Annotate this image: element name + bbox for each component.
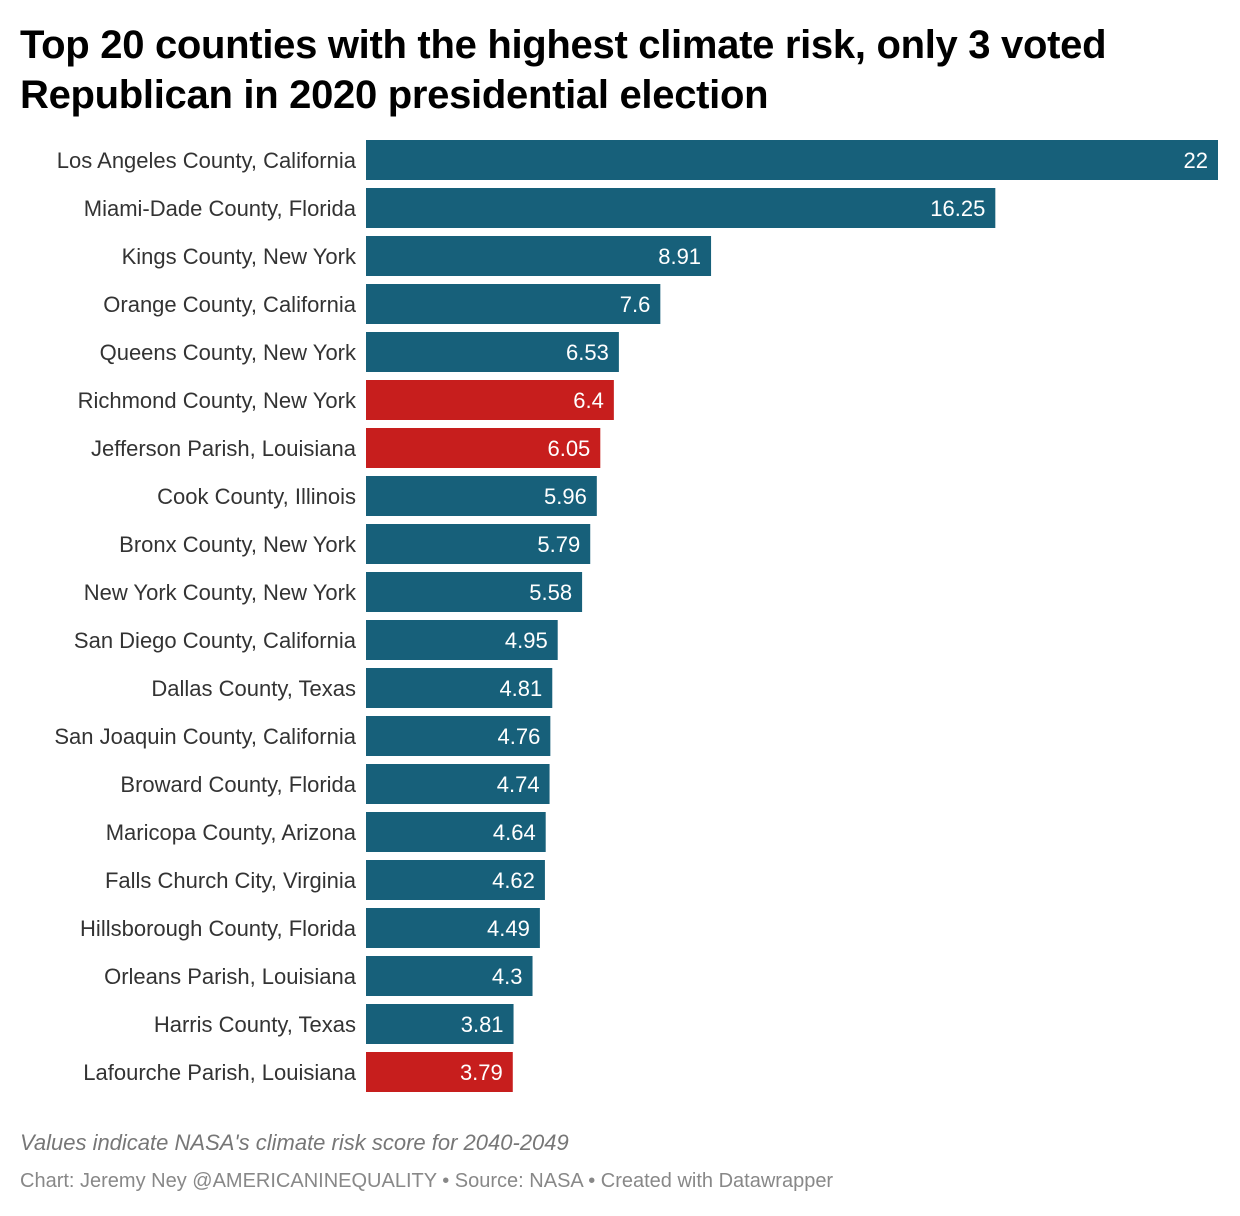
category-label: San Diego County, California xyxy=(74,628,357,653)
bar xyxy=(366,620,558,660)
bar xyxy=(366,188,996,228)
value-label: 4.3 xyxy=(492,964,523,989)
category-label: New York County, New York xyxy=(84,580,357,605)
value-label: 22 xyxy=(1184,148,1208,173)
category-label: Kings County, New York xyxy=(122,244,357,269)
value-label: 4.81 xyxy=(499,676,542,701)
category-label: Maricopa County, Arizona xyxy=(106,820,357,845)
category-label: Orange County, California xyxy=(103,292,356,317)
category-label: Hillsborough County, Florida xyxy=(80,916,357,941)
value-label: 3.81 xyxy=(461,1012,504,1037)
category-label: Jefferson Parish, Louisiana xyxy=(91,436,357,461)
bar xyxy=(366,716,551,756)
bar xyxy=(366,380,614,420)
value-label: 5.79 xyxy=(537,532,580,557)
bar xyxy=(366,428,601,468)
value-label: 4.62 xyxy=(492,868,535,893)
bar xyxy=(366,812,546,852)
bar xyxy=(366,908,540,948)
value-label: 7.6 xyxy=(620,292,651,317)
value-label: 4.49 xyxy=(487,916,530,941)
category-label: Cook County, Illinois xyxy=(157,484,356,509)
bar xyxy=(366,284,661,324)
chart-footer: Chart: Jeremy Ney @AMERICANINEQUALITY • … xyxy=(20,1170,834,1192)
category-label: Falls Church City, Virginia xyxy=(105,868,357,893)
value-label: 4.74 xyxy=(497,772,540,797)
bar xyxy=(366,956,533,996)
bar xyxy=(366,236,712,276)
value-label: 4.76 xyxy=(498,724,541,749)
value-label: 5.96 xyxy=(544,484,587,509)
category-label: Miami-Dade County, Florida xyxy=(84,196,357,221)
category-label: Richmond County, New York xyxy=(78,388,357,413)
category-label: Dallas County, Texas xyxy=(151,676,356,701)
bar xyxy=(366,524,591,564)
bar xyxy=(366,476,597,516)
bar xyxy=(366,860,545,900)
category-label: San Joaquin County, California xyxy=(54,724,356,749)
value-label: 8.91 xyxy=(658,244,701,269)
category-label: Broward County, Florida xyxy=(120,772,356,797)
value-label: 6.05 xyxy=(547,436,590,461)
category-label: Queens County, New York xyxy=(100,340,357,365)
value-label: 16.25 xyxy=(930,196,985,221)
value-label: 6.53 xyxy=(566,340,609,365)
chart-notes: Values indicate NASA's climate risk scor… xyxy=(20,1130,569,1155)
value-label: 3.79 xyxy=(460,1060,503,1085)
bar xyxy=(366,668,553,708)
chart-title: Top 20 counties with the highest climate… xyxy=(20,23,1107,117)
bar xyxy=(366,764,550,804)
category-label: Bronx County, New York xyxy=(119,532,357,557)
value-label: 4.95 xyxy=(505,628,548,653)
value-label: 5.58 xyxy=(529,580,572,605)
category-label: Orleans Parish, Louisiana xyxy=(104,964,357,989)
category-label: Lafourche Parish, Louisiana xyxy=(83,1060,356,1085)
value-label: 6.4 xyxy=(573,388,604,413)
bar xyxy=(366,572,583,612)
bar xyxy=(366,1052,513,1092)
category-label: Harris County, Texas xyxy=(154,1012,356,1037)
bar xyxy=(366,1004,514,1044)
category-label: Los Angeles County, California xyxy=(57,148,357,173)
bar xyxy=(366,332,619,372)
value-label: 4.64 xyxy=(493,820,536,845)
bar xyxy=(366,140,1218,180)
